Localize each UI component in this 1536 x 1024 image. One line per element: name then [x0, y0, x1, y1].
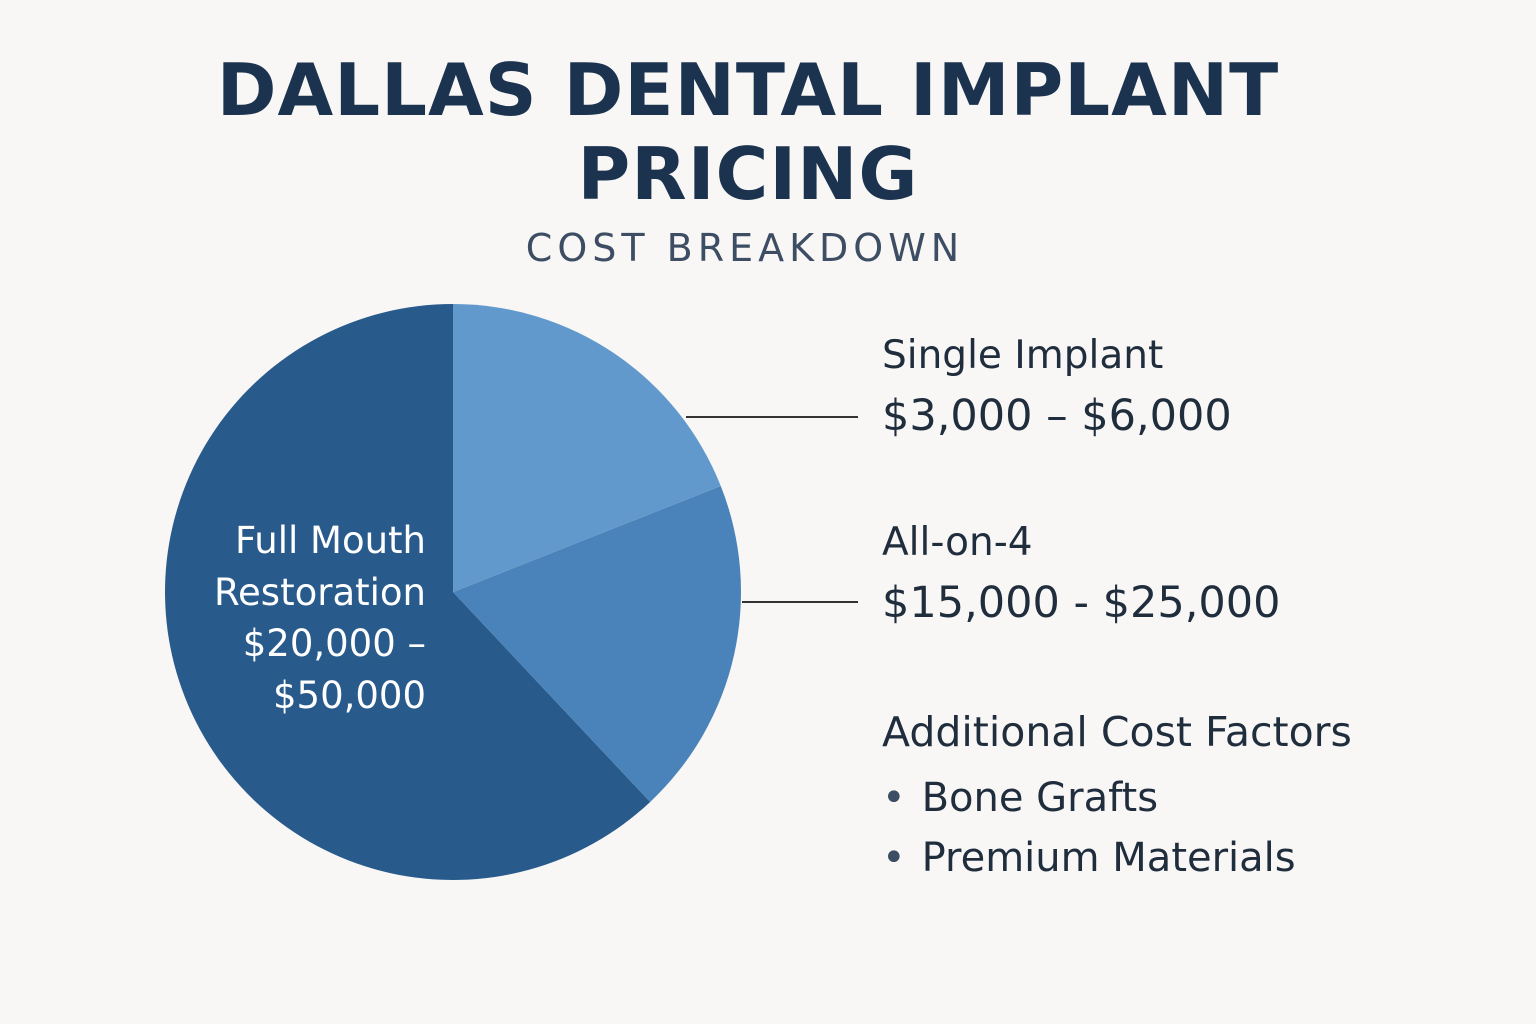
bullet-item: Bone Grafts	[882, 775, 1158, 821]
price-label: $15,000 - $25,000	[882, 578, 1281, 628]
additional-title: Additional Cost Factors	[882, 708, 1352, 756]
slice-label: All-on-4	[882, 520, 1033, 565]
bullet-item: Premium Materials	[882, 835, 1296, 881]
pie-slice	[453, 485, 741, 802]
pie-slice	[453, 304, 721, 592]
pie-slice	[164, 304, 651, 880]
slice-label: Single Implant	[882, 333, 1164, 378]
price-label: $3,000 – $6,000	[882, 391, 1232, 441]
slice-label: Full Mouth Restoration	[214, 519, 426, 614]
price-label: $20,000 – $50,000	[242, 622, 426, 717]
chart-title: DALLAS DENTAL IMPLANT PRICING	[216, 48, 1280, 216]
chart-subtitle: COST BREAKDOWN	[525, 226, 965, 270]
